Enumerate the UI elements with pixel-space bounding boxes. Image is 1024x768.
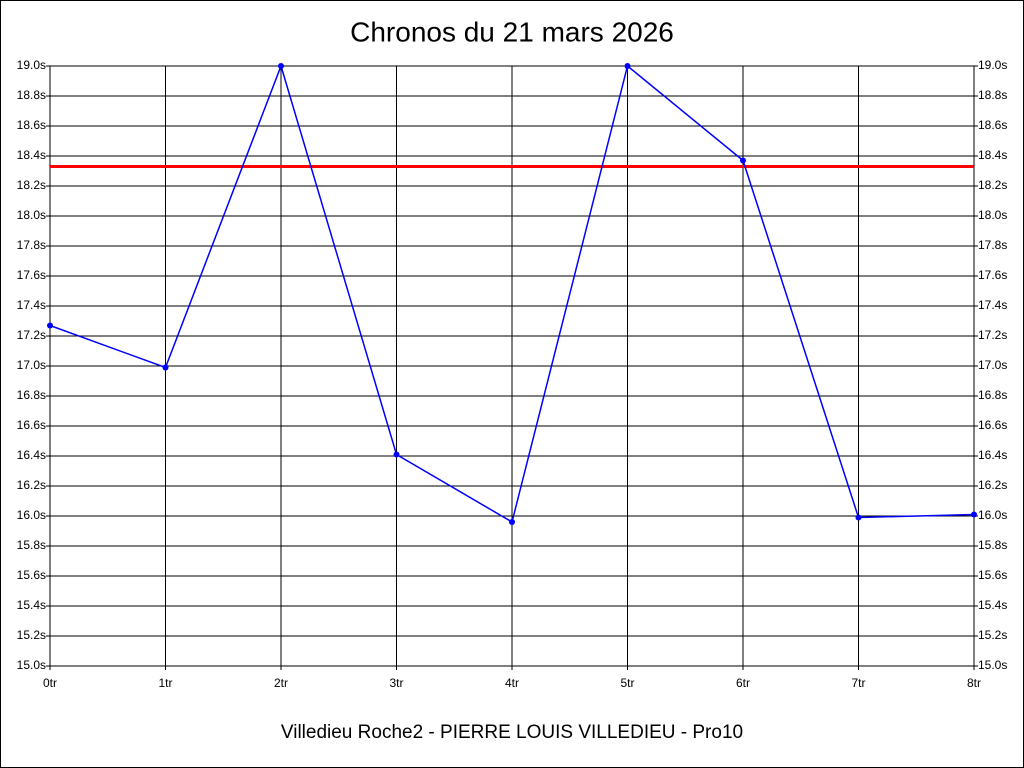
- y-tick-label: 18.4s: [17, 148, 46, 162]
- y-tick-label: 16.8s: [17, 388, 46, 402]
- y2-tick-label: 18.0s: [978, 208, 1007, 222]
- x-tick-label: 3tr: [389, 676, 403, 690]
- y-tick-label: 17.8s: [17, 238, 46, 252]
- x-axis-label: Villedieu Roche2 - PIERRE LOUIS VILLEDIE…: [281, 722, 743, 743]
- y-tick-label: 16.2s: [17, 478, 46, 492]
- point: [393, 451, 400, 458]
- y-tick-label: 19.0s: [17, 58, 46, 72]
- y-tick-label: 18.0s: [17, 208, 46, 222]
- y-tick-label: 18.6s: [17, 118, 46, 132]
- y-tick-label: 17.4s: [17, 298, 46, 312]
- y-tick-label: 15.4s: [17, 598, 46, 612]
- point: [47, 322, 53, 329]
- point: [855, 514, 862, 521]
- y-tick-label: 15.8s: [17, 538, 46, 552]
- x-tick-label: 2tr: [274, 676, 288, 690]
- y2-tick-label: 19.0s: [978, 58, 1007, 72]
- y-tick-label: 17.0s: [17, 358, 46, 372]
- y2-tick-label: 16.0s: [978, 508, 1007, 522]
- point: [278, 63, 284, 69]
- x-tick-label: 8tr: [967, 676, 981, 690]
- y2-tick-label: 15.4s: [978, 598, 1007, 612]
- y2-tick-label: 15.8s: [978, 538, 1007, 552]
- chart-title: Chronos du 21 mars 2026: [350, 16, 674, 47]
- y2-tick-label: 18.8s: [978, 88, 1007, 102]
- x-tick-label: 1tr: [158, 676, 172, 690]
- y-tick-label: 17.6s: [17, 268, 46, 282]
- y2-tick-label: 17.4s: [978, 298, 1007, 312]
- point: [624, 63, 631, 69]
- x-tick-label: 7tr: [851, 676, 865, 690]
- y2-tick-label: 15.6s: [978, 568, 1007, 582]
- point: [740, 157, 746, 164]
- y2-tick-label: 16.2s: [978, 478, 1007, 492]
- y-tick-label: 18.8s: [17, 88, 46, 102]
- y2-tick-label: 16.6s: [978, 418, 1007, 432]
- y-tick-label: 17.2s: [17, 328, 46, 342]
- y-tick-label: 18.2s: [17, 178, 46, 192]
- y2-tick-label: 15.0s: [978, 658, 1007, 672]
- y-tick-label: 15.6s: [17, 568, 46, 582]
- y2-tick-label: 17.8s: [978, 238, 1007, 252]
- point: [971, 511, 977, 518]
- x-tick-label: 4tr: [505, 676, 519, 690]
- x-tick-label: 5tr: [620, 676, 634, 690]
- y2-tick-label: 16.8s: [978, 388, 1007, 402]
- y-tick-label: 16.0s: [17, 508, 46, 522]
- y2-tick-label: 17.2s: [978, 328, 1007, 342]
- y2-tick-label: 18.6s: [978, 118, 1007, 132]
- y2-tick-label: 16.4s: [978, 448, 1007, 462]
- y2-tick-label: 17.6s: [978, 268, 1007, 282]
- y-tick-label: 15.0s: [17, 658, 46, 672]
- y2-tick-label: 15.2s: [978, 628, 1007, 642]
- y2-tick-label: 18.4s: [978, 148, 1007, 162]
- y-tick-label: 16.4s: [17, 448, 46, 462]
- y-tick-label: 16.6s: [17, 418, 46, 432]
- y2-tick-label: 18.2s: [978, 178, 1007, 192]
- x-tick-label: 6tr: [736, 676, 750, 690]
- point: [509, 519, 515, 525]
- y2-tick-label: 17.0s: [978, 358, 1007, 372]
- y-tick-label: 15.2s: [17, 628, 46, 642]
- x-tick-label: 0tr: [43, 676, 57, 690]
- point: [162, 364, 169, 371]
